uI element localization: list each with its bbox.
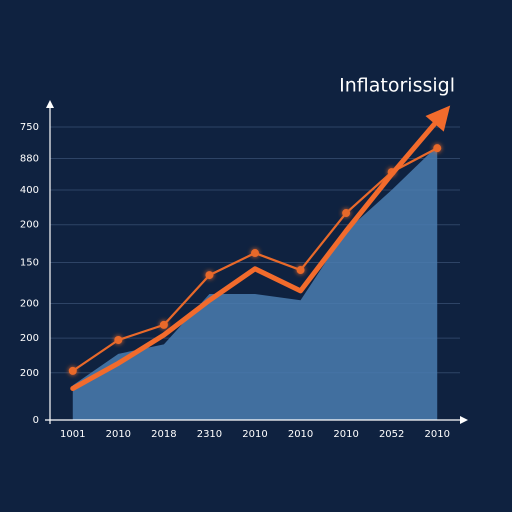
marker: [251, 249, 259, 258]
x-tick-label: 2310: [197, 429, 222, 440]
x-tick-label: 2052: [379, 429, 404, 440]
area: [72, 145, 438, 420]
marker: [433, 144, 442, 153]
y-tick-label: 0: [33, 415, 39, 426]
y-tick-label: 200: [20, 298, 39, 309]
y-tick-label: 400: [20, 185, 39, 196]
trend-line: [70, 118, 440, 391]
x-tick-label: 2018: [151, 429, 176, 440]
marker: [296, 266, 305, 275]
y-tick-label: 200: [20, 220, 39, 231]
x-tick-label: 2010: [333, 429, 358, 440]
x-tick-label: 2010: [424, 429, 449, 440]
arrow-head: [425, 105, 451, 132]
y-axis-arrow: [46, 100, 54, 108]
x-tick-label: 2010: [288, 429, 313, 440]
x-tick-label: 1001: [60, 429, 85, 440]
y-tick-label: 880: [20, 154, 39, 165]
marker: [205, 271, 214, 280]
y-tick-label: 200: [20, 368, 39, 379]
y-tick-label: 200: [20, 333, 39, 344]
marker: [114, 335, 123, 344]
x-axis-arrow: [460, 416, 468, 424]
chart-title: Inflatorissigl: [339, 75, 455, 97]
x-tick-label: 2010: [242, 429, 267, 440]
marker: [159, 320, 168, 329]
y-tick-label: 150: [20, 258, 39, 269]
marker: [342, 209, 351, 218]
y-tick-label: 750: [20, 122, 39, 133]
x-tick-label: 2010: [106, 429, 131, 440]
marker: [68, 366, 77, 375]
